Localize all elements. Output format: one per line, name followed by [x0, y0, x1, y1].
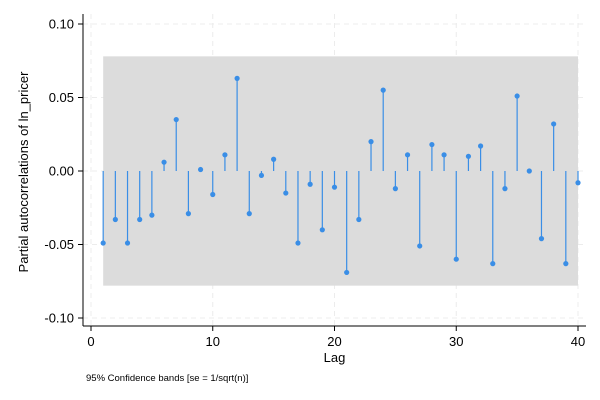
point-lag-5	[149, 212, 155, 218]
point-lag-22	[356, 216, 362, 223]
x-axis-label: Lag	[324, 350, 346, 365]
point-lag-38	[551, 121, 557, 127]
point-lag-8	[185, 211, 191, 217]
y-tick-label: 0.05	[49, 90, 74, 105]
point-lag-20	[331, 184, 338, 190]
point-lag-12	[234, 75, 240, 81]
point-lag-37	[538, 236, 545, 242]
x-tick-label: 20	[327, 334, 341, 349]
point-lag-4	[137, 216, 143, 223]
point-lag-34	[502, 186, 508, 192]
point-lag-19	[319, 227, 325, 233]
point-lag-15	[271, 156, 277, 162]
y-tick-label: 0.10	[49, 17, 74, 32]
point-lag-28	[429, 141, 435, 148]
points	[100, 75, 581, 276]
x-tick-label: 10	[206, 334, 220, 349]
x-ticks: 0 10 20 30 40	[87, 326, 585, 349]
y-ticks: -0.10 -0.05 0.00 0.05 0.10	[44, 17, 83, 326]
point-lag-21	[344, 269, 350, 276]
point-lag-27	[417, 243, 423, 249]
y-tick-label: -0.05	[44, 237, 74, 252]
x-tick-label: 40	[571, 334, 585, 349]
point-lag-14	[258, 172, 265, 179]
y-axis-label: Partial autocorrelations of ln_pricer	[16, 71, 31, 273]
point-lag-10	[210, 191, 216, 198]
point-lag-31	[465, 153, 472, 159]
y-tick-label: 0.00	[49, 164, 74, 179]
point-lag-32	[478, 143, 484, 149]
point-lag-25	[392, 186, 398, 192]
point-lag-6	[161, 159, 167, 165]
point-lag-11	[222, 152, 228, 158]
stems	[102, 78, 579, 273]
point-lag-9	[197, 166, 204, 173]
point-lag-39	[563, 261, 569, 267]
x-tick-label: 0	[87, 334, 94, 349]
point-lag-2	[112, 216, 118, 223]
point-lag-18	[307, 181, 313, 187]
x-tick-label: 30	[449, 334, 463, 349]
point-lag-1	[100, 240, 106, 246]
y-tick-label: -0.10	[44, 311, 74, 326]
point-lag-40	[575, 180, 581, 186]
point-lag-16	[283, 190, 289, 196]
point-lag-24	[380, 87, 386, 93]
point-lag-35	[514, 93, 520, 99]
point-lag-17	[295, 240, 301, 246]
point-lag-7	[173, 116, 179, 123]
point-lag-23	[368, 139, 374, 145]
point-lag-29	[441, 152, 447, 158]
point-lag-30	[453, 256, 459, 262]
point-lag-26	[404, 152, 411, 158]
point-lag-33	[490, 261, 496, 267]
point-lag-36	[526, 168, 532, 174]
confidence-note: 95% Confidence bands [se = 1/sqrt(n)]	[86, 373, 248, 384]
confidence-band	[103, 56, 579, 286]
point-lag-13	[246, 211, 252, 217]
point-lag-3	[124, 240, 131, 246]
